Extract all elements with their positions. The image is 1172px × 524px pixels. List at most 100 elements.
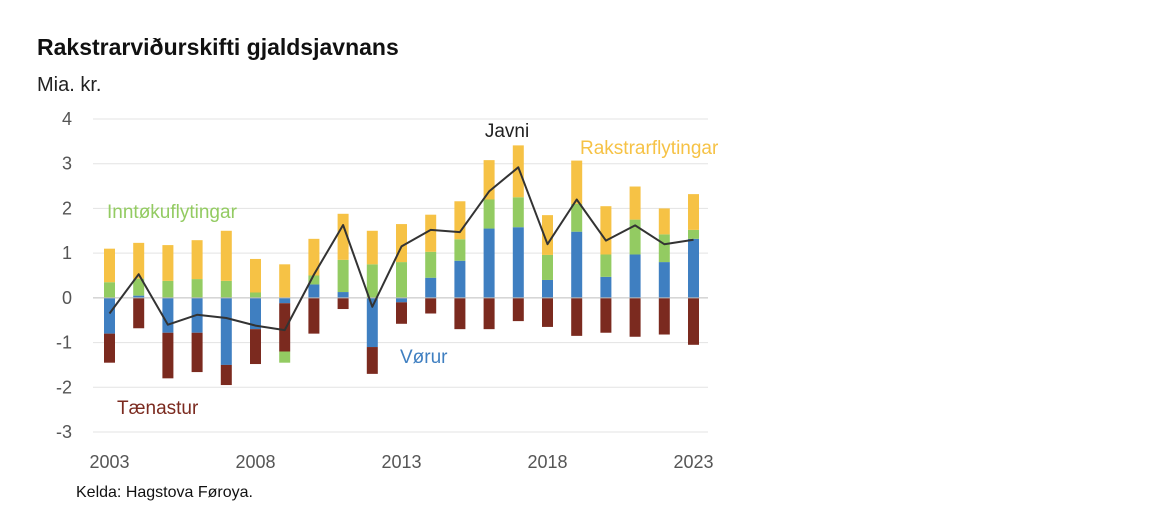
bar-vørur-2017	[512, 227, 524, 298]
bar-rakstrarflytingar-2003	[104, 248, 115, 283]
bar-tænastur-2019	[571, 297, 583, 336]
bar-vørur-2022	[658, 262, 670, 298]
bar-rakstrarflytingar-2017	[512, 145, 524, 198]
chart-title: Rakstrarviðurskifti gjaldsjavnans	[37, 34, 399, 60]
x-tick-label: 2008	[235, 452, 275, 472]
bar-vørur-2011	[337, 292, 349, 298]
bar-inntøkuflytingar-2013	[396, 262, 407, 298]
javni-line	[108, 166, 694, 332]
bar-inntøkuflytingar-2008	[250, 292, 261, 298]
bar-vørur-2020	[600, 276, 612, 298]
bar-inntøkuflytingar-2018	[542, 254, 553, 280]
bar-tænastur-2009	[279, 303, 291, 352]
bar-tænastur-2017	[512, 297, 524, 322]
y-tick-label: 4	[62, 109, 72, 129]
bar-rakstrarflytingar-2007	[220, 230, 232, 281]
bar-inntøkuflytingar-2019	[571, 203, 583, 232]
y-tick-label: -3	[56, 422, 72, 442]
bar-rakstrarflytingar-2018	[542, 215, 553, 255]
bar-inntøkuflytingar-2023	[688, 229, 699, 239]
bar-vørur-2013	[396, 297, 407, 303]
bar-inntøkuflytingar-2016	[483, 199, 495, 229]
bar-vørur-2004	[133, 295, 145, 298]
bar-tænastur-2012	[366, 347, 378, 374]
bar-vørur-2003	[104, 297, 115, 334]
bar-rakstrarflytingar-2004	[133, 242, 145, 279]
series-annotations: Inntøkuflytingar Javni Rakstrarflytingar Vø…	[107, 121, 719, 419]
bar-tænastur-2014	[425, 297, 437, 314]
bar-tænastur-2018	[542, 297, 553, 327]
annotation-tænastur: Tænastur	[117, 398, 199, 419]
x-tick-label: 2023	[673, 452, 713, 472]
bar-rakstrarflytingar-2009	[279, 264, 291, 298]
bar-vørur-2021	[629, 254, 641, 298]
bar-tænastur-2022	[658, 297, 670, 335]
y-tick-label: 3	[62, 154, 72, 174]
bar-tænastur-2021	[629, 297, 641, 337]
bar-rakstrarflytingar-2014	[425, 214, 437, 252]
bar-inntøkuflytingar-2012	[366, 264, 378, 298]
bar-vørur-2015	[454, 260, 466, 298]
x-tick-labels: 2003 2008 2013 2018 2023	[89, 452, 713, 472]
y-tick-label: -2	[56, 377, 72, 397]
annotation-vørur: Vørur	[400, 347, 448, 368]
bar-tænastur-2003	[104, 333, 115, 363]
bar-rakstrarflytingar-2021	[629, 186, 641, 220]
x-tick-label: 2003	[89, 452, 129, 472]
bar-inntøkuflytingar-2015	[454, 239, 466, 261]
annotation-javni: Javni	[485, 121, 529, 142]
bar-rakstrarflytingar-2022	[658, 208, 670, 235]
bar-vørur-2018	[542, 279, 553, 298]
bar-tænastur-2013	[396, 302, 407, 324]
bar-rakstrarflytingar-2020	[600, 206, 612, 255]
bar-tænastur-2015	[454, 297, 466, 330]
bar-rakstrarflytingar-2006	[191, 240, 203, 280]
bar-vørur-2010	[308, 284, 320, 298]
y-axis-unit: Mia. kr.	[37, 74, 102, 96]
x-tick-label: 2018	[527, 452, 567, 472]
source-note: Kelda: Hagstova Føroya.	[76, 484, 253, 501]
y-tick-label: -1	[56, 333, 72, 353]
bar-tænastur-2008	[250, 329, 261, 365]
bar-tænastur-2011	[337, 297, 349, 310]
bar-inntøkuflytingar-2017	[512, 197, 524, 228]
bar-inntøkuflytingar-2004	[133, 278, 145, 296]
bar-vørur-2005	[162, 297, 174, 333]
bar-vørur-2008	[250, 297, 261, 330]
bar-inntøkuflytingar-2007	[220, 280, 232, 298]
bar-tænastur-2023	[688, 297, 699, 345]
bar-vørur-2007	[220, 297, 232, 365]
bar-inntøkuflytingar-2011	[337, 259, 349, 293]
bar-inntøkuflytingar-2014	[425, 251, 437, 278]
annotation-rakstrarflytingar: Rakstrarflytingar	[580, 138, 719, 159]
bar-tænastur-2006	[191, 332, 203, 373]
bar-rakstrarflytingar-2011	[337, 213, 349, 260]
bar-inntøkuflytingar-2020	[600, 254, 612, 277]
bar-rakstrarflytingar-2016	[483, 160, 495, 200]
bar-vørur-2019	[571, 231, 583, 298]
bar-rakstrarflytingar-2008	[250, 258, 261, 293]
bar-inntøkuflytingar-2005	[162, 280, 174, 298]
bar-tænastur-2007	[220, 364, 232, 386]
bar-inntøkuflytingar-2021	[629, 219, 641, 255]
bar-rakstrarflytingar-2005	[162, 245, 174, 281]
bar-vørur-2023	[688, 238, 699, 298]
bar-rakstrarflytingar-2013	[396, 224, 407, 263]
bars	[104, 145, 699, 386]
y-tick-labels: -3 -2 -1 0 1 2 3 4	[56, 109, 72, 442]
x-tick-label: 2013	[381, 452, 421, 472]
bar-inntøkuflytingar-2003	[104, 282, 115, 298]
bar-tænastur-2005	[162, 332, 174, 379]
y-tick-label: 1	[62, 243, 72, 263]
bar-tænastur-2020	[600, 297, 612, 333]
bar-inntøkuflytingar-2006	[191, 279, 203, 298]
bar-rakstrarflytingar-2023	[688, 194, 699, 230]
bar-inntøkuflytingar-2009	[279, 351, 291, 363]
y-tick-label: 0	[62, 288, 72, 308]
bar-tænastur-2004	[133, 297, 145, 329]
bar-vørur-2014	[425, 277, 437, 298]
bar-rakstrarflytingar-2010	[308, 238, 320, 276]
bar-vørur-2009	[279, 297, 291, 304]
bar-rakstrarflytingar-2019	[571, 160, 583, 204]
